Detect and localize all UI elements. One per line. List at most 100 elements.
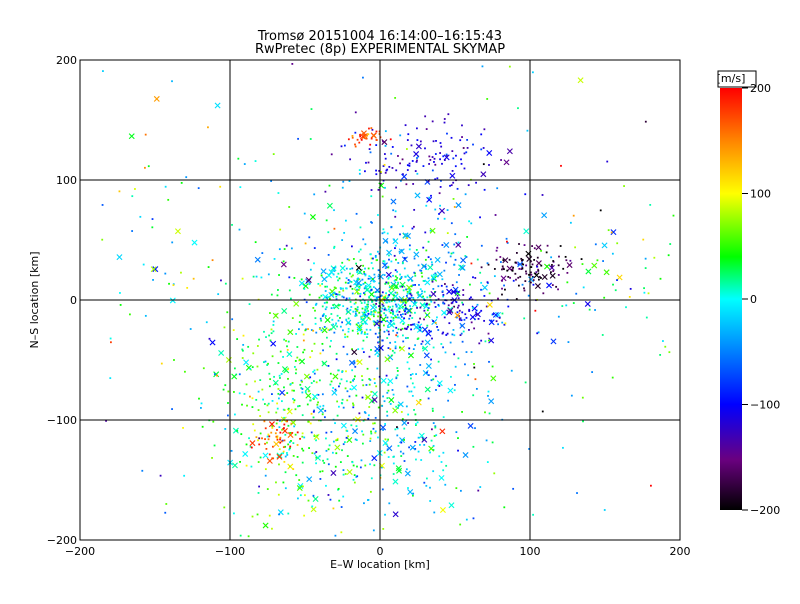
data-point xyxy=(390,316,393,319)
data-point xyxy=(383,274,386,276)
data-point xyxy=(400,276,403,278)
data-point-cross xyxy=(330,323,337,330)
data-point xyxy=(560,164,562,167)
data-point xyxy=(408,347,411,350)
data-point xyxy=(389,403,392,405)
data-point xyxy=(391,167,394,169)
data-point xyxy=(321,305,324,308)
data-point xyxy=(511,268,514,271)
data-point xyxy=(534,309,537,312)
data-point xyxy=(220,279,222,282)
data-point xyxy=(401,300,403,302)
data-point xyxy=(406,164,409,167)
data-point xyxy=(396,434,399,437)
data-point xyxy=(388,254,390,257)
data-point xyxy=(372,422,374,425)
data-point xyxy=(394,428,397,431)
data-point xyxy=(594,243,597,246)
data-point xyxy=(437,329,440,331)
data-point xyxy=(380,320,383,323)
data-point xyxy=(419,269,422,272)
data-point xyxy=(383,324,385,327)
data-point xyxy=(411,160,414,162)
data-point-cross xyxy=(490,375,497,382)
data-point xyxy=(282,446,285,449)
data-point xyxy=(421,340,424,343)
data-point xyxy=(365,328,368,331)
data-point xyxy=(461,124,463,127)
data-point xyxy=(270,180,273,182)
data-point xyxy=(386,391,389,394)
data-point xyxy=(422,438,424,441)
data-point xyxy=(250,465,253,468)
data-point-cross xyxy=(566,262,573,269)
data-point xyxy=(407,279,410,281)
data-point xyxy=(457,304,460,307)
data-point xyxy=(289,465,291,468)
data-point xyxy=(402,289,405,292)
data-point xyxy=(318,379,321,382)
data-point xyxy=(347,282,350,285)
data-point xyxy=(332,304,335,306)
data-point xyxy=(383,153,386,155)
data-point-cross xyxy=(422,370,429,376)
data-point xyxy=(423,280,426,282)
data-point xyxy=(373,295,376,298)
data-point xyxy=(370,313,373,316)
data-point xyxy=(379,316,382,319)
data-point xyxy=(304,242,307,245)
data-point xyxy=(358,141,361,144)
data-point-cross xyxy=(392,478,399,485)
data-point xyxy=(383,297,386,299)
data-point xyxy=(405,294,408,297)
data-point xyxy=(475,387,478,390)
data-point xyxy=(470,296,472,299)
data-point-cross xyxy=(603,269,610,276)
data-point xyxy=(457,449,459,452)
data-point xyxy=(441,290,444,293)
data-point-cross xyxy=(150,266,157,273)
data-point xyxy=(515,261,518,264)
data-point xyxy=(353,302,356,305)
chart-subtitle: RwPretec (8p) EXPERIMENTAL SKYMAP xyxy=(255,42,505,57)
data-point-cross xyxy=(276,453,283,460)
data-point xyxy=(359,299,362,302)
data-point xyxy=(353,378,355,381)
y-axis-label: N–S location [km] xyxy=(28,251,41,348)
data-point xyxy=(367,316,370,319)
data-point xyxy=(325,306,328,309)
data-point xyxy=(413,386,416,389)
data-point xyxy=(354,307,357,310)
data-point xyxy=(373,422,376,425)
data-point xyxy=(381,232,384,235)
data-point xyxy=(486,262,489,265)
data-point xyxy=(340,378,343,381)
data-point-cross xyxy=(454,312,461,319)
data-point xyxy=(333,267,335,269)
data-point xyxy=(331,318,334,321)
data-point xyxy=(375,299,378,302)
data-point xyxy=(434,306,437,308)
data-point xyxy=(356,271,359,274)
data-point xyxy=(213,373,216,376)
data-point xyxy=(414,170,417,172)
data-point-cross xyxy=(377,273,384,280)
data-point xyxy=(425,477,428,480)
data-point xyxy=(377,188,380,191)
data-point xyxy=(392,473,395,475)
data-point xyxy=(249,367,252,370)
data-point xyxy=(276,402,279,405)
data-point xyxy=(399,273,401,276)
data-point xyxy=(425,303,428,306)
data-point xyxy=(530,271,532,274)
data-point xyxy=(328,444,331,447)
data-point xyxy=(264,427,267,430)
data-point xyxy=(425,249,428,252)
data-point xyxy=(296,431,299,434)
data-point xyxy=(147,165,150,168)
data-point xyxy=(172,283,175,286)
data-point xyxy=(383,308,386,311)
data-point xyxy=(391,305,394,308)
data-point xyxy=(342,406,345,409)
data-point xyxy=(497,297,499,300)
